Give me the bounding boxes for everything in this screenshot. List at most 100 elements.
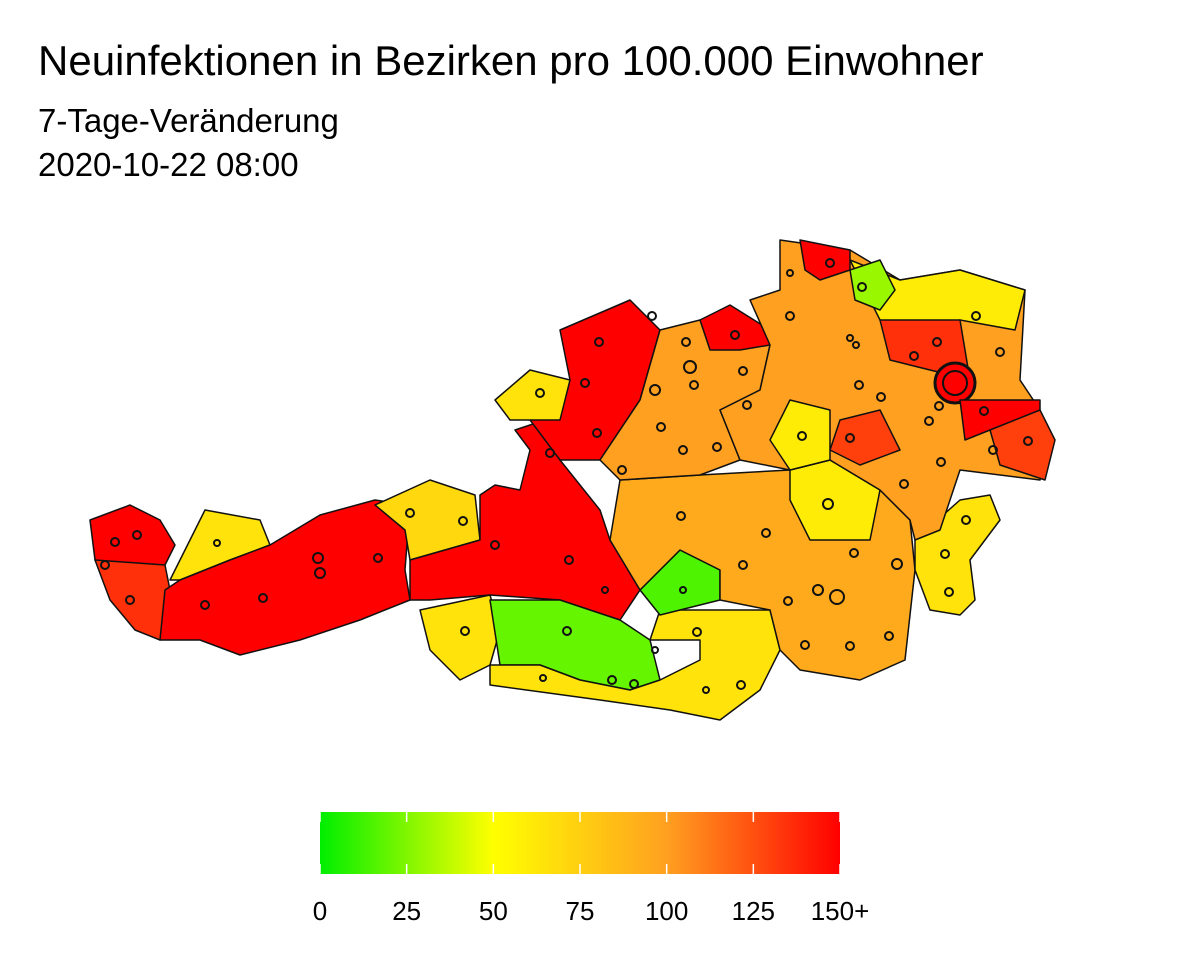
district-marker: [607, 675, 617, 685]
district-marker: [651, 646, 659, 654]
district-marker: [961, 515, 971, 525]
district-marker: [884, 631, 894, 641]
district-marker: [944, 587, 954, 597]
district-marker: [100, 560, 110, 570]
district-marker: [679, 586, 687, 594]
district-marker: [629, 679, 639, 689]
district-marker: [132, 530, 142, 540]
district: [494, 369, 571, 421]
district-marker: [110, 537, 120, 547]
district-marker: [845, 433, 855, 443]
district-marker: [730, 330, 740, 340]
district-marker: [761, 528, 771, 538]
district-marker: [702, 686, 710, 694]
district-marker: [405, 508, 415, 518]
district-marker: [829, 589, 845, 605]
scale-tick-label: 75: [566, 896, 595, 926]
legend: 0 25 50 75 100 125 150+: [313, 812, 870, 926]
district-marker: [594, 337, 604, 347]
district-marker: [312, 552, 324, 564]
district-marker: [601, 586, 609, 594]
district: [799, 239, 851, 281]
district-markers: [100, 258, 1033, 694]
district-marker: [617, 465, 627, 475]
district-marker: [458, 516, 468, 526]
district-marker: [678, 445, 688, 455]
district-marker: [562, 626, 572, 636]
district-marker: [786, 269, 794, 277]
district-marker: [1023, 436, 1033, 446]
scale-tick-label: 100: [645, 896, 688, 926]
district-marker: [822, 498, 834, 510]
district-marker: [592, 428, 602, 438]
districts: [89, 239, 1056, 721]
district-marker: [738, 560, 748, 570]
district-marker: [785, 311, 795, 321]
district-marker: [979, 406, 989, 416]
district: [409, 419, 641, 621]
district-marker: [849, 548, 859, 558]
timestamp: 2020-10-22 08:00: [38, 146, 299, 183]
subtitle: 7-Tage-Veränderung: [38, 102, 339, 139]
district-marker: [783, 596, 793, 606]
district-marker: [924, 416, 934, 426]
district-marker: [909, 351, 919, 361]
district-marker: [683, 360, 697, 374]
district-marker: [857, 282, 867, 292]
district-marker: [490, 540, 500, 550]
district-marker: [580, 378, 590, 388]
district-marker: [797, 431, 807, 441]
district-marker: [971, 311, 981, 321]
district-marker: [942, 370, 968, 396]
district-marker: [460, 626, 470, 636]
district-marker: [800, 640, 810, 650]
district-marker: [656, 422, 666, 432]
district-marker: [891, 558, 903, 570]
district: [829, 409, 901, 466]
district-marker: [852, 341, 860, 349]
district-marker: [738, 366, 748, 376]
district-marker: [125, 595, 135, 605]
district-marker: [314, 567, 326, 579]
district-marker: [545, 448, 555, 458]
district-marker: [539, 674, 547, 682]
district-marker: [649, 384, 661, 396]
district-marker: [854, 380, 864, 390]
district: [94, 559, 171, 641]
district-marker: [692, 627, 702, 637]
scale-tick-label: 50: [479, 896, 508, 926]
district-marker: [845, 641, 855, 651]
district-marker: [689, 380, 699, 390]
district-marker: [258, 593, 268, 603]
district-marker: [213, 539, 221, 547]
district: [933, 361, 977, 405]
district: [419, 594, 501, 681]
district-marker: [647, 311, 657, 321]
district-marker: [742, 400, 752, 410]
district-marker: [825, 258, 835, 268]
district: [849, 259, 896, 311]
district-marker: [995, 347, 1005, 357]
district-marker: [736, 680, 746, 690]
scale-tick-label: 150+: [811, 896, 870, 926]
district-marker: [846, 334, 854, 342]
district-marker: [712, 442, 722, 452]
district: [769, 399, 831, 471]
scale-tick-label: 0: [313, 896, 327, 926]
district-marker: [932, 337, 942, 347]
district-marker: [940, 549, 950, 559]
color-scale: [320, 812, 840, 874]
district-marker: [812, 584, 824, 596]
district: [989, 409, 1056, 481]
title: Neuinfektionen in Bezirken pro 100.000 E…: [38, 37, 984, 84]
district-marker: [535, 388, 545, 398]
district-marker: [676, 511, 686, 521]
scale-tick-label: 25: [392, 896, 421, 926]
district-marker: [899, 479, 909, 489]
district-marker: [681, 337, 691, 347]
district: [159, 499, 411, 656]
district-marker: [988, 445, 998, 455]
district-marker: [373, 553, 383, 563]
district-marker: [876, 392, 886, 402]
